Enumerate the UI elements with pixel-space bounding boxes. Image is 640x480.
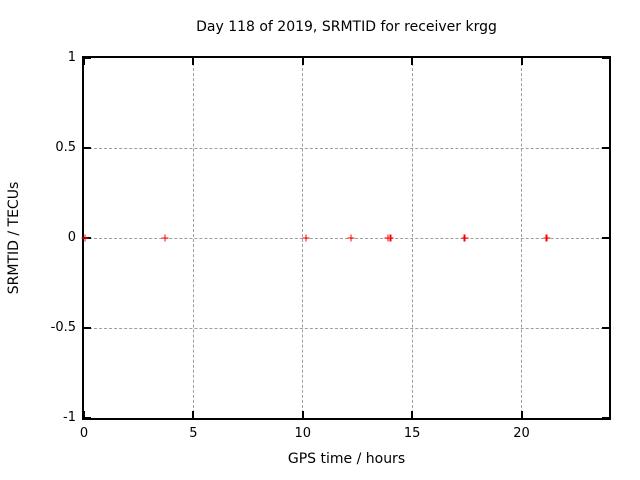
y-tick-label: 1 [67,50,76,65]
y-tick-mark [602,417,609,419]
chart-title: Day 118 of 2019, SRMTID for receiver krg… [196,19,497,35]
marker-v-bar [463,234,466,242]
data-point-marker [461,234,469,242]
plot-area [81,56,611,420]
x-tick-mark [520,411,523,418]
x-tick-mark [83,411,85,418]
y-tick-mark [84,417,91,419]
y-gridline [84,147,609,149]
y-gridline [84,237,609,239]
x-tick-mark [192,411,195,418]
y-tick-labels: 1 0.5 0 -0.5 -1 [0,50,76,425]
x-tick-label: 0 [79,426,89,441]
marker-v-bar [305,234,307,242]
y-tick-mark [84,147,91,149]
data-point-marker [302,234,310,242]
x-tick-label: 10 [294,426,312,441]
x-tick-mark [301,58,304,65]
y-tick-mark [602,147,609,149]
x-tick-mark [301,411,304,418]
y-tick-mark [602,327,609,329]
y-tick-label: -0.5 [50,320,76,335]
y-gridline [84,327,609,329]
y-tick-label: 0 [67,230,76,245]
x-tick-mark [192,58,195,65]
x-tick-mark [520,58,523,65]
y-tick-mark [602,237,609,239]
data-point-marker [386,234,394,242]
marker-v-bar [545,234,548,242]
x-tick-label: 15 [403,426,421,441]
data-point-marker [81,234,89,242]
marker-v-bar [84,234,86,242]
x-tick-label: 20 [513,426,530,441]
data-point-marker [347,234,355,242]
data-point-marker [161,234,169,242]
y-tick-mark [84,57,91,59]
x-tick-mark [411,411,414,418]
x-tick-labels: 0 5 10 15 20 [80,426,609,442]
y-tick-label: 0.5 [55,140,76,155]
data-point-marker [543,234,551,242]
x-tick-label: 5 [189,426,198,441]
y-tick-label: -1 [63,410,76,425]
marker-v-bar [389,234,392,242]
y-tick-mark [84,327,91,329]
x-tick-mark [411,58,414,65]
x-tick-mark [83,58,85,65]
marker-v-bar [350,234,352,242]
x-axis-label: GPS time / hours [287,451,406,467]
marker-v-bar [164,234,166,242]
y-tick-mark [602,57,609,59]
